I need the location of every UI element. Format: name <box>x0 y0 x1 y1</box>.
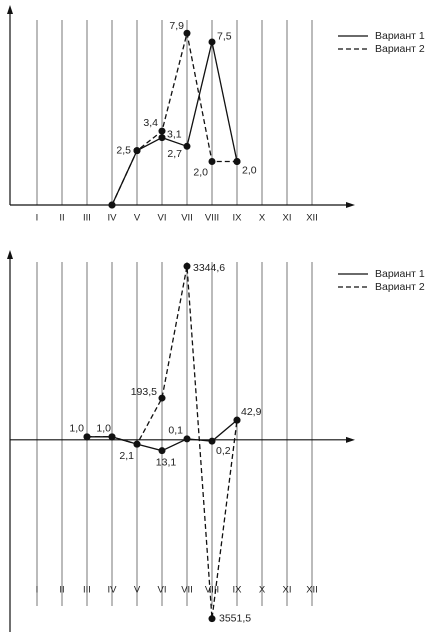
data-label: 13,1 <box>156 456 177 468</box>
x-tick-label: XI <box>283 213 292 224</box>
data-label: 2,5 <box>116 144 131 156</box>
x-tick-label: V <box>134 213 141 224</box>
data-point <box>83 433 91 441</box>
x-tick-label: IX <box>233 585 243 596</box>
x-tick-label: IV <box>108 585 118 596</box>
data-label: 3,1 <box>167 128 182 140</box>
x-tick-label: VIII <box>205 585 219 596</box>
data-point <box>208 158 216 166</box>
data-point <box>183 29 191 37</box>
data-label: 2,0 <box>242 164 257 176</box>
series-line <box>111 41 238 206</box>
data-point <box>233 416 241 424</box>
x-tick-label: VI <box>158 585 167 596</box>
legend-label: Вариант 2 <box>375 281 425 293</box>
x-tick-label: VII <box>181 213 193 224</box>
x-tick-label: VIII <box>205 213 219 224</box>
data-label: 0,1 <box>168 425 183 437</box>
x-tick-label: II <box>59 585 64 596</box>
data-label: 2,1 <box>119 450 134 462</box>
data-point <box>108 201 116 209</box>
x-tick-label: V <box>134 585 141 596</box>
x-tick-label: IX <box>233 213 243 224</box>
data-point <box>133 147 141 155</box>
data-point <box>158 134 166 142</box>
data-point <box>108 433 116 441</box>
data-point <box>158 127 166 135</box>
x-tick-label: VII <box>181 585 193 596</box>
legend-label: Вариант 2 <box>375 43 425 55</box>
data-point <box>133 440 141 448</box>
data-label: 3,4 <box>143 117 158 129</box>
x-tick-label: XII <box>306 585 318 596</box>
data-label: 3551,5 <box>219 612 251 624</box>
data-point <box>233 158 241 166</box>
axis-arrow <box>7 5 13 14</box>
x-tick-label: III <box>83 213 91 224</box>
legend-label: Вариант 1 <box>375 30 425 42</box>
x-tick-label: I <box>36 585 39 596</box>
data-point <box>158 447 166 455</box>
data-label: 1,0 <box>69 423 84 435</box>
axis-arrow <box>346 436 355 443</box>
data-point <box>183 435 191 443</box>
axis-arrow <box>346 202 355 208</box>
x-tick-label: III <box>83 585 91 596</box>
x-tick-label: XI <box>283 585 292 596</box>
data-label: 7,9 <box>169 20 184 32</box>
x-tick-label: II <box>59 213 64 224</box>
x-tick-label: I <box>36 213 39 224</box>
x-tick-label: XII <box>306 213 318 224</box>
x-tick-label: X <box>259 585 266 596</box>
data-point <box>158 394 166 402</box>
data-label: 42,9 <box>241 406 262 418</box>
data-point <box>208 38 216 46</box>
data-label: 0,2 <box>216 445 231 457</box>
data-label: 2,7 <box>167 148 182 160</box>
x-tick-label: X <box>259 213 266 224</box>
data-point <box>183 142 191 150</box>
data-point <box>208 615 216 623</box>
data-label: 1,0 <box>96 423 111 435</box>
data-label: 2,0 <box>193 166 208 178</box>
data-point <box>183 262 191 270</box>
x-tick-label: IV <box>108 213 118 224</box>
legend-label: Вариант 1 <box>375 268 425 280</box>
series-line <box>111 33 237 206</box>
data-label: 7,5 <box>217 31 232 43</box>
x-tick-label: VI <box>158 213 167 224</box>
data-point <box>208 437 216 445</box>
axis-arrow <box>7 250 13 259</box>
data-label: 193,5 <box>131 386 157 398</box>
data-label: 3344,6 <box>193 262 225 274</box>
